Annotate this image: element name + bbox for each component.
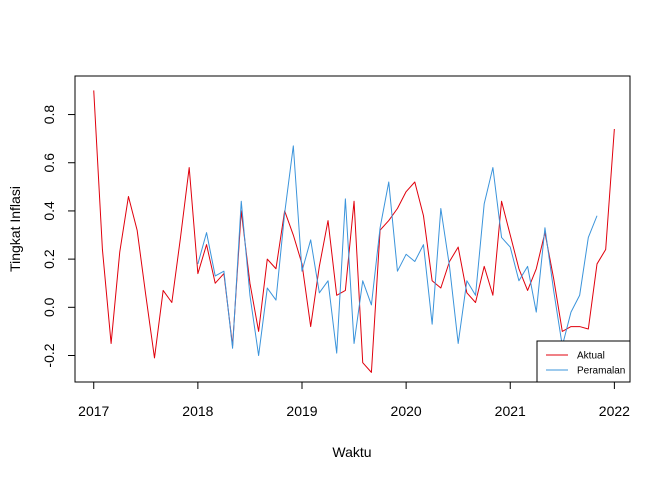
x-axis-title: Waktu [332,444,371,460]
y-tick-label: -0.2 [41,343,57,367]
x-tick-label: 2022 [599,403,630,419]
series-layer [93,90,615,373]
x-tick-label: 2020 [391,403,422,419]
x-tick-label: 2017 [78,403,109,419]
y-tick-label: 0.6 [41,153,57,173]
series-line-peramalan [197,145,598,356]
y-tick-label: 0.0 [41,297,57,317]
plot-frame [74,75,631,383]
legend-box [536,340,631,383]
series-line-aktual [93,90,615,373]
x-tick-label: 2018 [182,403,213,419]
y-tick-label: 0.2 [41,249,57,269]
legend: Aktual Peramalan [536,340,631,383]
legend-label-peramalan: Peramalan [577,366,625,377]
y-axis: -0.2 0.0 0.2 0.4 0.6 0.8 [41,105,76,368]
x-axis: 2017 2018 2019 2020 2021 2022 [78,381,630,419]
y-axis-title: Tingkat Inflasi [7,186,23,272]
x-tick-label: 2021 [495,403,526,419]
y-tick-label: 0.8 [41,105,57,125]
y-tick-label: 0.4 [41,201,57,221]
x-tick-label: 2019 [286,403,317,419]
legend-label-aktual: Aktual [577,351,605,362]
